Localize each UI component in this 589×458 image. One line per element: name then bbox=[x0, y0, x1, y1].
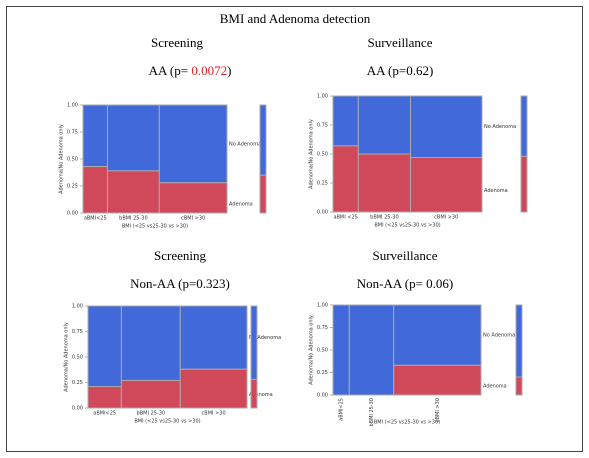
x-axis-label: BMI (<25 vs25-30 vs >30) bbox=[122, 224, 188, 230]
no-adenoma-segment bbox=[179, 305, 248, 370]
y-tick-label: 1.00 bbox=[317, 94, 328, 100]
no-adenoma-segment bbox=[332, 304, 350, 396]
y-tick-label: 0.00 bbox=[67, 211, 78, 217]
adenoma-segment bbox=[82, 166, 108, 214]
adenoma-segment bbox=[106, 170, 160, 214]
x-tick-label: bBMI 25-30 bbox=[137, 411, 166, 417]
x-tick-label: aBMI<25 bbox=[93, 411, 116, 417]
y-tick-label: 0.00 bbox=[72, 406, 83, 412]
overall-adenoma bbox=[520, 155, 528, 213]
adenoma-segment bbox=[87, 386, 122, 409]
no-adenoma-segment bbox=[393, 304, 482, 366]
y-tick-label: 0.25 bbox=[67, 184, 78, 190]
y-tick-label: 0.25 bbox=[317, 370, 328, 376]
legend-label: Adenoma bbox=[229, 201, 253, 207]
subtitle-part: 0.0072 bbox=[191, 63, 227, 78]
overall-adenoma bbox=[259, 174, 267, 214]
x-tick-label: cBMI >30 bbox=[434, 215, 458, 221]
x-tick-label: cBMI >30 bbox=[435, 398, 441, 422]
legend-label: Adenoma bbox=[249, 392, 273, 398]
panel-heading: Screening bbox=[154, 248, 206, 263]
x-tick-label: bBMI 25-30 bbox=[370, 215, 399, 221]
no-adenoma-segment bbox=[87, 305, 122, 388]
overall-adenoma bbox=[515, 376, 523, 396]
y-tick-label: 0.50 bbox=[67, 157, 78, 163]
subtitle-part: AA (p= bbox=[149, 63, 192, 78]
subtitle-part: Non-AA (p=0.323) bbox=[130, 276, 230, 291]
y-tick-label: 1.00 bbox=[67, 103, 78, 109]
x-axis-label: BMI (<25 vs25-30 vs >30) bbox=[374, 223, 440, 229]
x-axis-label: BMI (<25 vs25-30 vs >30) bbox=[374, 420, 440, 426]
y-tick-label: 0.50 bbox=[317, 152, 328, 158]
legend-label: Adenoma bbox=[484, 188, 508, 194]
adenoma-segment bbox=[409, 156, 483, 213]
x-tick-label: cBMI >30 bbox=[181, 216, 205, 222]
x-tick-label: bBMI 25-30 bbox=[369, 398, 375, 427]
no-adenoma-segment bbox=[120, 305, 181, 381]
y-tick-label: 0.75 bbox=[317, 325, 328, 331]
x-tick-label: aBMI <25 bbox=[333, 215, 357, 221]
no-adenoma-segment bbox=[158, 104, 228, 184]
panel-subtitle: Non-AA (p= 0.06) bbox=[357, 276, 454, 291]
y-axis-label: Adenoma/No Adenoma only bbox=[59, 124, 65, 194]
adenoma-segment bbox=[357, 153, 411, 213]
adenoma-segment bbox=[393, 364, 482, 396]
overall-no-adenoma bbox=[250, 305, 258, 380]
panel-subtitle: Non-AA (p=0.323) bbox=[130, 276, 230, 291]
subtitle-part: AA (p=0.62) bbox=[367, 63, 434, 78]
y-tick-label: 0.75 bbox=[67, 130, 78, 136]
x-axis-label: BMI (<25 vs25-30 vs >30) bbox=[134, 419, 200, 425]
adenoma-segment bbox=[179, 368, 248, 409]
no-adenoma-segment bbox=[106, 104, 160, 172]
legend-label: No Adenoma bbox=[483, 333, 515, 339]
x-tick-label: cBMI >30 bbox=[202, 411, 226, 417]
adenoma-segment bbox=[158, 182, 228, 214]
y-tick-label: 0.75 bbox=[72, 329, 83, 335]
overall-no-adenoma bbox=[520, 95, 528, 157]
y-axis-label: Adenoma/No Adenoma only bbox=[309, 119, 315, 189]
adenoma-segment bbox=[332, 145, 359, 213]
no-adenoma-segment bbox=[348, 304, 395, 396]
subtitle-part: ) bbox=[227, 63, 231, 78]
adenoma-segment bbox=[120, 379, 181, 409]
y-tick-label: 0.50 bbox=[317, 348, 328, 354]
y-tick-label: 0.00 bbox=[317, 210, 328, 216]
no-adenoma-segment bbox=[82, 104, 108, 168]
overall-no-adenoma bbox=[259, 104, 267, 176]
overall-no-adenoma bbox=[515, 304, 523, 378]
y-tick-label: 0.25 bbox=[72, 380, 83, 386]
y-axis-label: Adenoma/No Adenoma only bbox=[64, 322, 70, 392]
x-tick-label: bBMI 25-30 bbox=[119, 216, 148, 222]
y-tick-label: 0.00 bbox=[317, 393, 328, 399]
no-adenoma-segment bbox=[357, 95, 411, 155]
panel-subtitle: AA (p=0.62) bbox=[367, 63, 434, 78]
panel-heading: Surveillance bbox=[373, 248, 438, 263]
y-tick-label: 1.00 bbox=[317, 303, 328, 309]
panel-subtitle: AA (p= 0.0072) bbox=[149, 63, 232, 78]
no-adenoma-segment bbox=[332, 95, 359, 147]
no-adenoma-segment bbox=[409, 95, 483, 158]
legend-label: Adenoma bbox=[483, 384, 507, 390]
legend-label: No Adenoma bbox=[249, 335, 281, 341]
figure-title: BMI and Adenoma detection bbox=[220, 11, 371, 26]
y-tick-label: 0.75 bbox=[317, 123, 328, 129]
y-tick-label: 0.50 bbox=[72, 355, 83, 361]
x-tick-label: aBMI<25 bbox=[339, 398, 345, 421]
panel-heading: Surveillance bbox=[368, 35, 433, 50]
x-tick-label: aBMI<25 bbox=[84, 216, 107, 222]
y-axis-label: Adenoma/No Adenoma only bbox=[309, 315, 315, 385]
y-tick-label: 0.25 bbox=[317, 181, 328, 187]
panel-heading: Screening bbox=[151, 35, 203, 50]
y-tick-label: 1.00 bbox=[72, 304, 83, 310]
legend-label: No Adenoma bbox=[484, 124, 516, 130]
legend-label: No Adenoma bbox=[229, 141, 261, 147]
subtitle-part: Non-AA (p= 0.06) bbox=[357, 276, 454, 291]
overall-adenoma bbox=[250, 378, 258, 409]
